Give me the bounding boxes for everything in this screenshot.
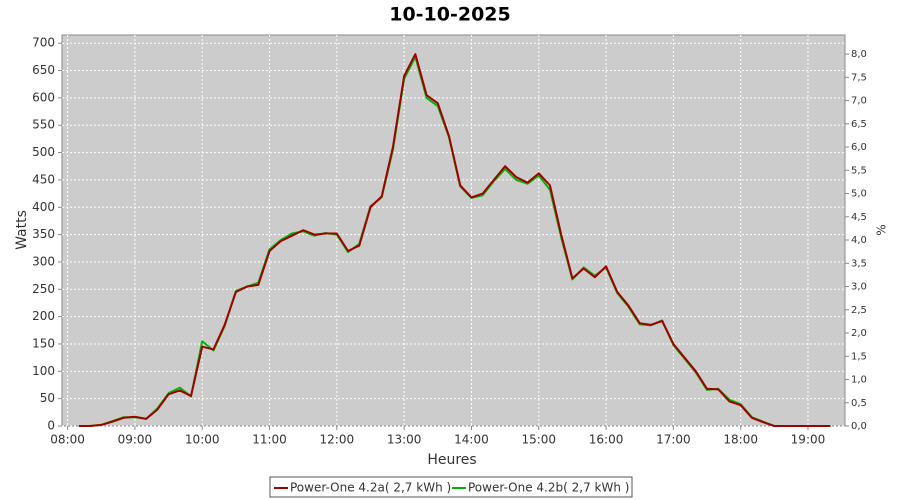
x-tick-label: 15:00	[521, 433, 556, 447]
y2-tick-label: 4,5	[851, 212, 867, 223]
y-tick-label: 300	[32, 254, 55, 268]
y2-tick-label: 1,5	[851, 351, 867, 362]
x-tick-label: 11:00	[252, 433, 287, 447]
y2-tick-label: 1,0	[851, 375, 867, 386]
y-tick-label: 550	[32, 118, 55, 132]
legend-label: Power-One 4.2a( 2,7 kWh )	[290, 481, 451, 495]
y-tick-label: 50	[40, 391, 55, 405]
y2-tick-label: 4,0	[851, 235, 867, 246]
x-tick-label: 13:00	[387, 433, 422, 447]
x-axis-label: Heures	[427, 452, 476, 468]
chart-title: 10-10-2025	[389, 4, 511, 26]
x-tick-label: 19:00	[791, 433, 826, 447]
y-axis-label: Watts	[14, 210, 30, 250]
x-tick-label: 10:00	[185, 433, 220, 447]
legend	[269, 476, 633, 498]
y2-tick-label: 8,0	[851, 49, 867, 60]
y2-tick-label: 7,0	[851, 96, 867, 107]
y2-tick-label: 2,5	[851, 305, 867, 316]
plot-area	[61, 34, 846, 427]
y2-tick-label: 2,0	[851, 328, 867, 339]
y2-tick-label: 6,5	[851, 119, 867, 130]
y2-tick-label: 5,5	[851, 165, 867, 176]
y-tick-label: 500	[32, 145, 55, 159]
y-tick-label: 250	[32, 282, 55, 296]
x-tick-label: 12:00	[320, 433, 355, 447]
data-line	[78, 53, 831, 427]
x-tick-label: 08:00	[50, 433, 85, 447]
y-tick-label: 400	[32, 200, 55, 214]
y2-axis-label: %	[875, 224, 889, 235]
y-tick-label: 700	[32, 36, 55, 50]
x-tick-label: 16:00	[589, 433, 624, 447]
y-tick-label: 150	[32, 336, 55, 350]
y-tick-label: 100	[32, 364, 55, 378]
y-tick-label: 600	[32, 90, 55, 104]
y-tick-label: 0	[47, 419, 55, 433]
y-tick-label: 450	[32, 172, 55, 186]
x-tick-label: 17:00	[656, 433, 691, 447]
x-tick-label: 14:00	[454, 433, 489, 447]
y2-tick-label: 0,5	[851, 398, 867, 409]
y-tick-label: 200	[32, 309, 55, 323]
y2-tick-label: 3,5	[851, 258, 867, 269]
y-tick-label: 350	[32, 227, 55, 241]
y2-tick-label: 6,0	[851, 142, 867, 153]
y2-tick-label: 0,0	[851, 421, 867, 432]
y-tick-label: 650	[32, 63, 55, 77]
y2-tick-label: 5,0	[851, 189, 867, 200]
x-tick-label: 18:00	[723, 433, 758, 447]
legend-label: Power-One 4.2b( 2,7 kWh )	[468, 481, 629, 495]
x-tick-label: 09:00	[118, 433, 153, 447]
y2-tick-label: 3,0	[851, 282, 867, 293]
y2-tick-label: 7,5	[851, 72, 867, 83]
